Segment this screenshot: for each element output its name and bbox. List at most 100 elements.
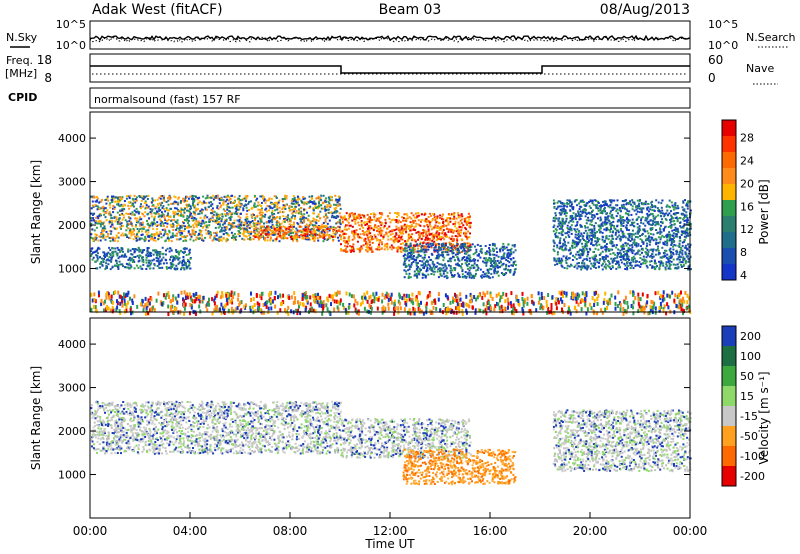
data-cell [491, 242, 494, 245]
data-cell [273, 206, 276, 208]
data-cell [284, 218, 287, 221]
data-cell [152, 227, 155, 230]
data-cell [195, 236, 198, 239]
data-cell [592, 235, 595, 238]
data-cell [296, 236, 299, 239]
data-cell [450, 274, 453, 276]
data-cell [143, 202, 146, 205]
data-cell [313, 200, 316, 203]
data-cell [149, 251, 152, 254]
data-cell [224, 214, 227, 217]
data-cell [309, 231, 312, 233]
data-cell [345, 233, 348, 236]
data-cell [319, 217, 322, 220]
data-cell [369, 216, 372, 219]
data-cell [390, 244, 393, 247]
data-cell [446, 220, 449, 223]
data-cell [223, 226, 226, 229]
data-cell [128, 195, 131, 198]
data-cell [286, 218, 288, 221]
data-cell [468, 225, 471, 228]
data-cell [625, 224, 628, 227]
cpid-strip-frame [89, 87, 691, 109]
data-cell [488, 256, 491, 259]
data-cell [237, 223, 240, 226]
data-cell [432, 213, 435, 216]
data-cell [363, 239, 366, 242]
data-cell [121, 218, 124, 221]
data-cell [607, 228, 609, 231]
data-cell [460, 245, 463, 248]
data-cell [320, 227, 323, 229]
data-cell [217, 223, 219, 226]
data-cell [581, 200, 584, 203]
data-cell [436, 251, 439, 254]
data-cell [200, 212, 203, 215]
data-cell [665, 234, 668, 237]
data-cell [444, 232, 447, 235]
data-cell [273, 204, 276, 207]
data-cell [428, 256, 430, 259]
data-cell [137, 266, 140, 269]
data-cell [321, 235, 324, 238]
data-cell [403, 263, 405, 266]
data-cell [390, 219, 393, 222]
data-cell [675, 228, 678, 231]
data-cell [132, 202, 135, 205]
data-cell [487, 258, 489, 261]
data-cell [114, 220, 117, 223]
data-cell [311, 195, 314, 198]
data-cell [624, 236, 627, 239]
data-cell [159, 218, 162, 221]
data-cell [112, 253, 115, 256]
data-cell [454, 259, 457, 262]
data-cell [172, 202, 175, 205]
data-cell [652, 233, 655, 236]
data-cell [178, 228, 181, 231]
data-cell [450, 247, 453, 249]
data-cell [95, 254, 98, 257]
data-cell [668, 212, 671, 215]
data-cell [636, 226, 639, 229]
data-cell [460, 231, 462, 234]
data-cell [152, 249, 154, 252]
data-cell [489, 262, 492, 264]
data-cell [164, 218, 167, 221]
data-cell [379, 232, 381, 235]
data-cell [241, 198, 244, 201]
data-cell [108, 204, 111, 207]
data-cell [309, 238, 312, 241]
data-cell [132, 199, 135, 202]
data-cell [360, 245, 363, 248]
data-cell [408, 237, 411, 239]
data-cell [378, 217, 381, 220]
data-cell [295, 200, 297, 203]
data-cell [365, 233, 368, 236]
data-cell [586, 226, 589, 229]
data-cell [360, 221, 363, 224]
data-cell [302, 228, 305, 231]
data-cell [90, 253, 93, 256]
data-cell [508, 249, 511, 251]
data-cell [249, 221, 252, 224]
data-cell [263, 236, 266, 239]
data-cell [662, 264, 665, 267]
data-cell [228, 234, 230, 237]
data-cell [160, 258, 163, 261]
data-cell [438, 255, 441, 258]
data-cell [189, 205, 192, 208]
data-cell [479, 256, 482, 259]
data-cell [205, 232, 208, 235]
data-cell [622, 203, 625, 206]
data-cell [406, 249, 409, 252]
data-cell [340, 235, 342, 238]
data-cell [232, 222, 234, 225]
data-cell [257, 208, 260, 211]
data-cell [363, 233, 366, 236]
data-cell [467, 230, 469, 233]
data-cell [133, 267, 136, 270]
data-cell [280, 230, 283, 233]
data-cell [304, 226, 307, 229]
data-cell [259, 219, 262, 222]
data-cell [609, 210, 612, 213]
